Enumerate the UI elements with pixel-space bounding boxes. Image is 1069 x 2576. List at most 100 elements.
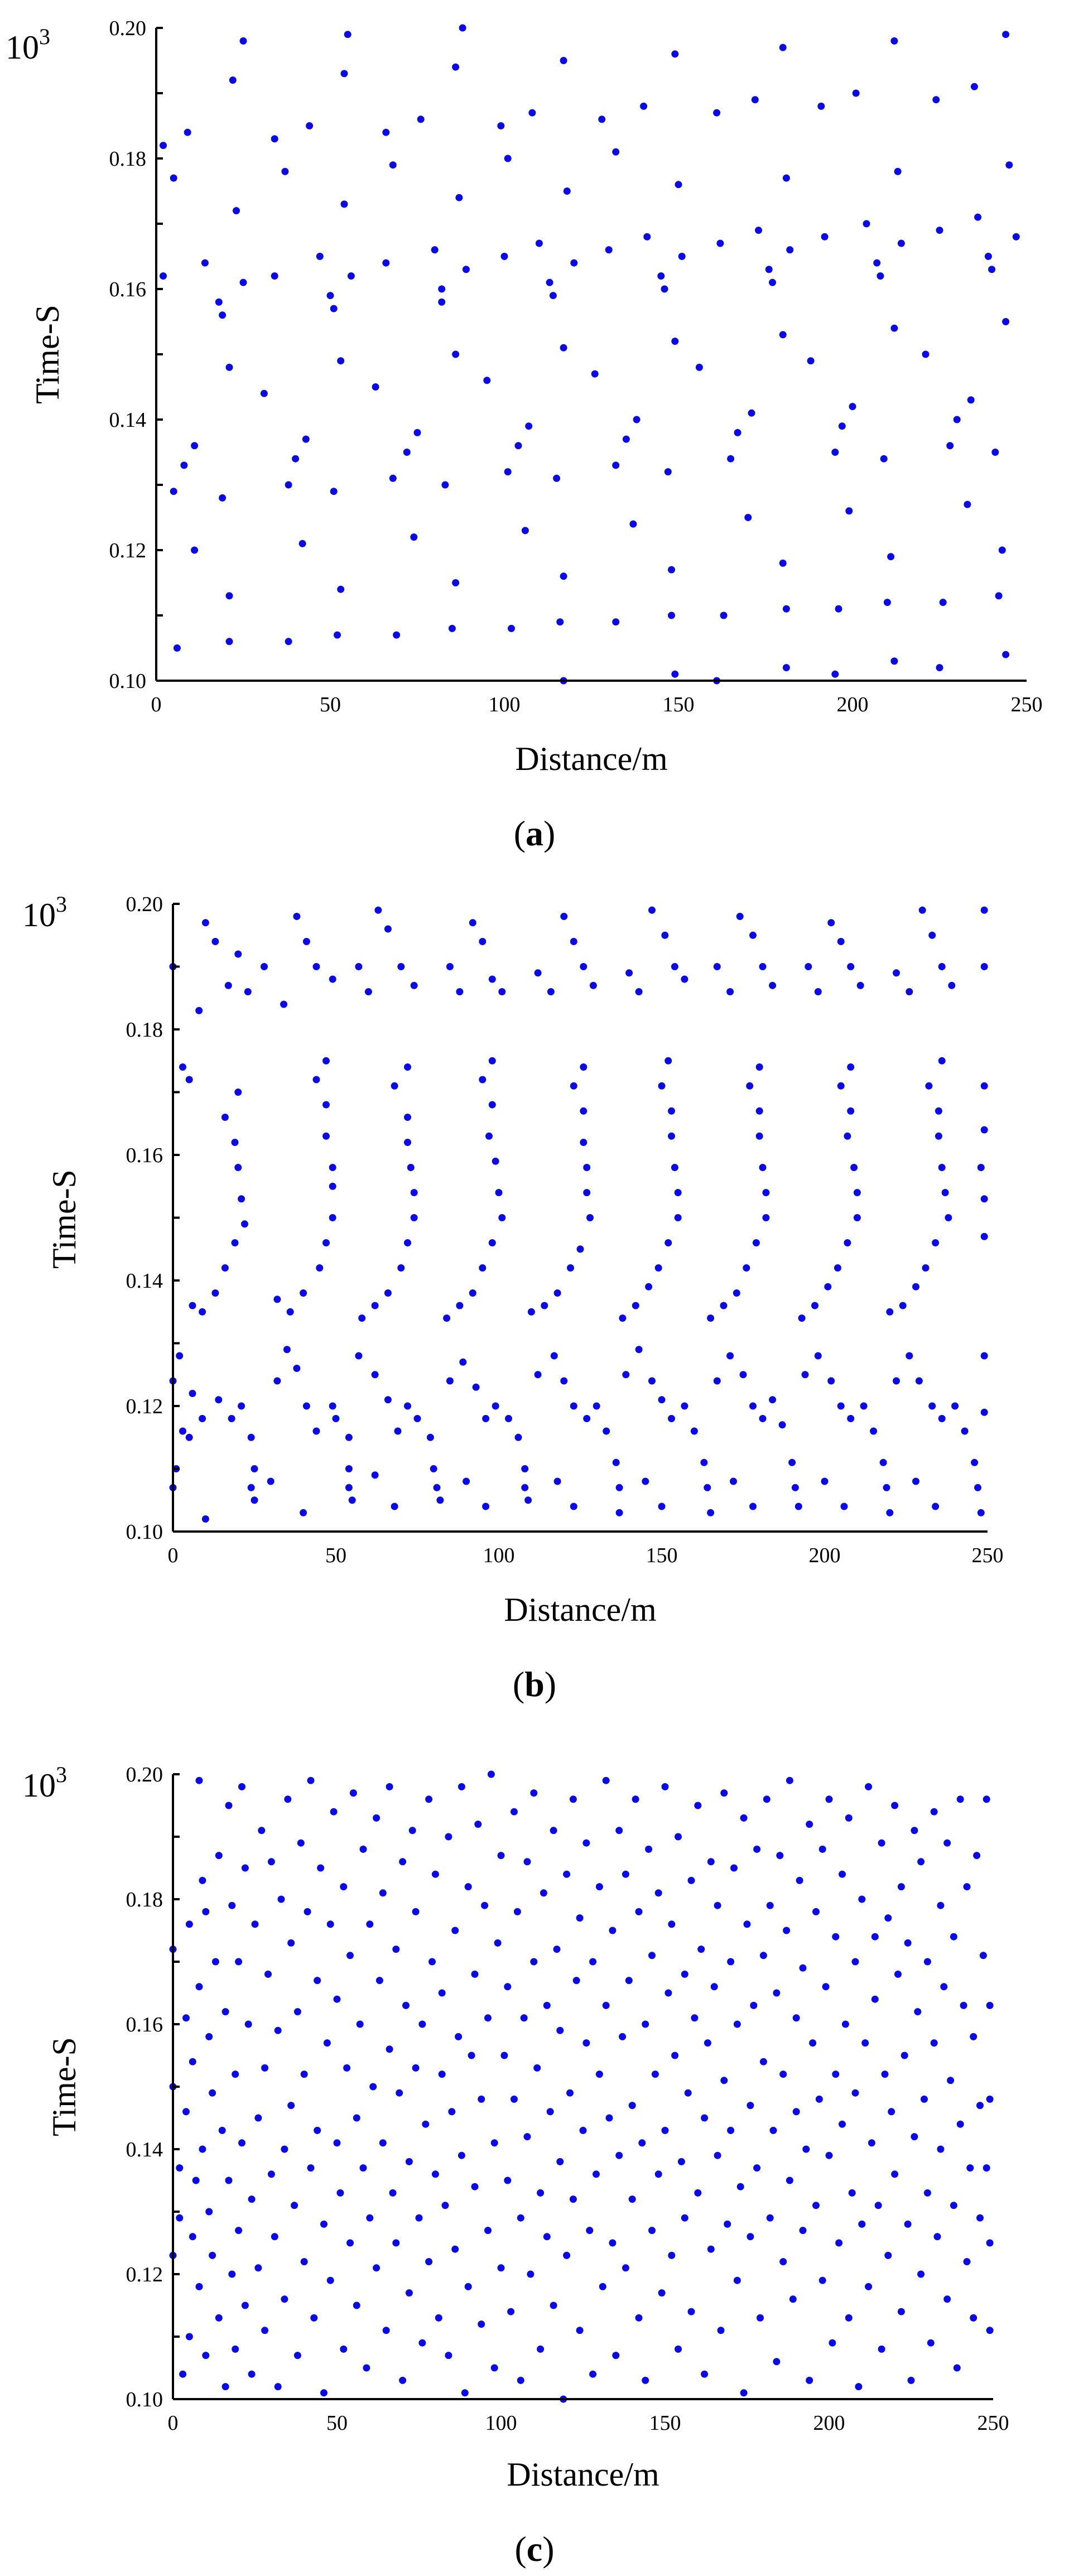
data-point-c-371 bbox=[963, 1883, 971, 1891]
panel-label-c: (c) bbox=[514, 2529, 554, 2569]
data-point-c-261 bbox=[724, 2220, 731, 2228]
data-point-c-153 bbox=[487, 1770, 495, 1778]
data-point-b-99 bbox=[469, 919, 476, 927]
data-point-b-107 bbox=[492, 1157, 499, 1165]
data-point-c-319 bbox=[851, 1958, 859, 1966]
data-point-a-121 bbox=[782, 174, 790, 182]
data-point-a-71 bbox=[528, 109, 536, 117]
data-point-a-70 bbox=[525, 422, 533, 430]
data-point-b-275 bbox=[932, 1503, 940, 1510]
data-point-a-132 bbox=[849, 403, 856, 411]
data-point-c-306 bbox=[822, 1983, 830, 1991]
data-point-c-274 bbox=[753, 1845, 761, 1853]
data-point-c-22 bbox=[209, 2089, 216, 2097]
data-point-c-270 bbox=[743, 1920, 751, 1928]
data-point-b-190 bbox=[749, 931, 757, 939]
data-point-c-168 bbox=[520, 2014, 528, 2022]
data-point-b-257 bbox=[938, 1164, 946, 1171]
data-point-b-284 bbox=[980, 1352, 988, 1360]
x-tick-label-b-0: 0 bbox=[168, 1544, 179, 1567]
data-point-c-331 bbox=[878, 1839, 885, 1847]
data-point-b-234 bbox=[798, 1315, 806, 1322]
data-point-a-10 bbox=[215, 298, 223, 306]
data-point-a-95 bbox=[661, 285, 668, 293]
data-point-c-366 bbox=[953, 2364, 961, 2372]
data-point-b-150 bbox=[593, 1402, 600, 1410]
data-point-b-262 bbox=[912, 1283, 919, 1291]
x-tick-label-c-5: 250 bbox=[977, 2411, 1009, 2435]
data-point-c-167 bbox=[517, 2376, 524, 2384]
data-point-b-39 bbox=[302, 938, 310, 945]
data-point-b-186 bbox=[642, 1477, 649, 1485]
data-point-a-59 bbox=[455, 194, 463, 201]
data-point-b-50 bbox=[316, 1264, 324, 1272]
data-point-a-1 bbox=[170, 174, 177, 182]
data-point-b-18 bbox=[199, 1308, 206, 1316]
data-point-b-124 bbox=[524, 1496, 532, 1504]
data-point-a-98 bbox=[668, 566, 675, 574]
data-point-c-111 bbox=[396, 2089, 403, 2097]
data-point-c-69 bbox=[304, 1908, 311, 1915]
data-point-c-383 bbox=[986, 2095, 994, 2103]
data-point-c-28 bbox=[221, 2383, 229, 2391]
data-point-a-124 bbox=[807, 357, 815, 365]
data-point-c-321 bbox=[855, 2383, 863, 2391]
x-tick-label-a-0: 0 bbox=[151, 693, 162, 716]
data-point-b-222 bbox=[856, 981, 864, 989]
data-point-a-74 bbox=[549, 292, 557, 300]
data-point-c-205 bbox=[602, 1776, 610, 1784]
data-point-b-76 bbox=[404, 1139, 411, 1146]
data-point-b-219 bbox=[827, 919, 835, 927]
data-point-c-88 bbox=[346, 2239, 354, 2247]
data-point-b-164 bbox=[658, 1082, 666, 1090]
data-point-b-211 bbox=[778, 1421, 786, 1429]
data-point-c-179 bbox=[543, 2233, 551, 2241]
data-point-b-74 bbox=[391, 1082, 398, 1090]
x-tick-label-a-5: 250 bbox=[1011, 693, 1043, 716]
data-point-b-184 bbox=[707, 1509, 715, 1516]
data-point-a-133 bbox=[852, 89, 860, 97]
data-point-c-355 bbox=[930, 1808, 938, 1816]
data-point-b-165 bbox=[668, 1107, 675, 1115]
data-point-c-373 bbox=[970, 2033, 977, 2040]
data-point-a-126 bbox=[821, 233, 829, 240]
data-point-c-94 bbox=[359, 1845, 367, 1853]
y-tick-label-c-4: 0.18 bbox=[126, 1888, 163, 1911]
data-point-c-255 bbox=[710, 1983, 718, 1991]
data-point-b-246 bbox=[821, 1477, 829, 1485]
data-point-b-167 bbox=[671, 1164, 678, 1171]
data-point-c-50 bbox=[261, 2327, 269, 2334]
data-point-a-161 bbox=[1002, 318, 1010, 325]
data-point-c-207 bbox=[605, 2114, 613, 2122]
data-point-c-202 bbox=[595, 1883, 603, 1891]
data-point-a-87 bbox=[612, 461, 620, 469]
data-point-b-153 bbox=[615, 1484, 623, 1491]
data-point-c-262 bbox=[727, 1958, 735, 1966]
data-point-c-298 bbox=[806, 1821, 813, 1828]
data-point-b-13 bbox=[238, 1195, 245, 1203]
data-point-c-257 bbox=[714, 1901, 721, 1909]
data-point-b-250 bbox=[928, 931, 936, 939]
x-axis-label-a: Distance/m bbox=[515, 740, 667, 777]
data-point-b-127 bbox=[534, 969, 542, 977]
data-point-c-360 bbox=[940, 1983, 948, 1991]
data-point-b-120 bbox=[505, 1415, 512, 1422]
data-point-b-3 bbox=[195, 1007, 203, 1014]
data-point-b-271 bbox=[961, 1427, 969, 1435]
data-point-b-187 bbox=[713, 963, 721, 970]
data-point-c-277 bbox=[759, 1952, 767, 1959]
data-point-c-211 bbox=[615, 1827, 623, 1835]
data-point-b-188 bbox=[726, 988, 734, 995]
data-point-c-166 bbox=[517, 2214, 524, 2222]
data-point-c-313 bbox=[839, 1870, 846, 1878]
data-point-b-285 bbox=[980, 1408, 988, 1416]
data-point-b-25 bbox=[185, 1433, 193, 1441]
data-point-c-89 bbox=[346, 1952, 354, 1959]
data-point-b-140 bbox=[576, 1245, 584, 1253]
data-point-c-73 bbox=[314, 1977, 321, 1985]
data-point-c-152 bbox=[484, 2014, 492, 2022]
data-point-c-97 bbox=[366, 1920, 374, 1928]
data-point-c-159 bbox=[500, 2052, 508, 2059]
data-point-a-165 bbox=[1012, 233, 1020, 240]
